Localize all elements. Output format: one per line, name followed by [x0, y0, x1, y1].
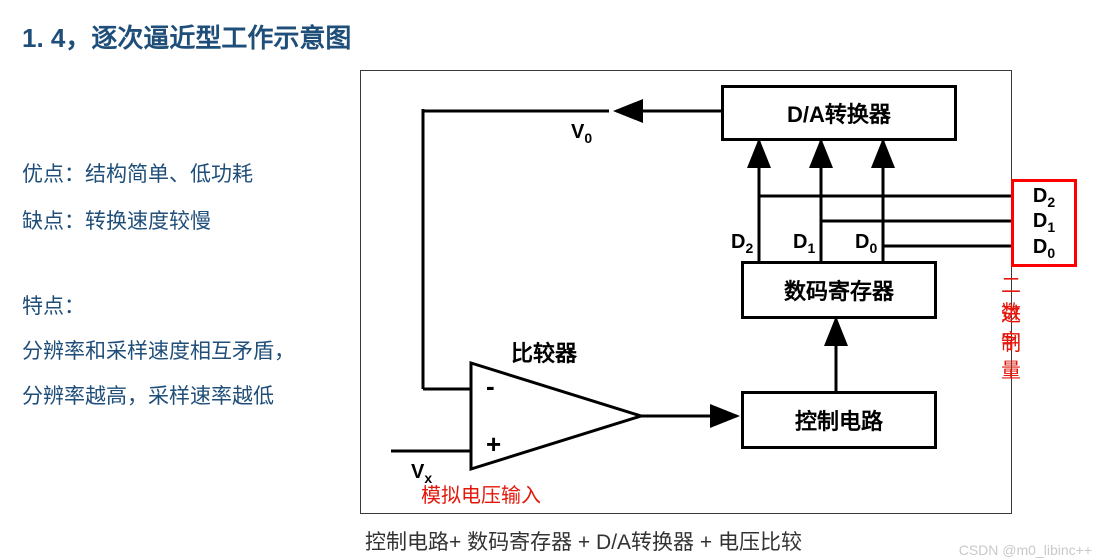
- d1-label: D1: [793, 231, 815, 256]
- analog-input-annotation: 模拟电压输入: [421, 479, 541, 508]
- feature-line1: 分辨率和采样速度相互矛盾，: [22, 335, 295, 365]
- digital-output-box: D2 D1 D0: [1011, 179, 1077, 267]
- feature-heading: 特点：: [22, 290, 85, 320]
- diagram-container: D/A转换器 数码寄存器 控制电路 D2 D1 D0: [360, 70, 1012, 514]
- d0-label: D0: [855, 231, 877, 256]
- register-block: 数码寄存器: [741, 261, 937, 319]
- diagram-caption: 控制电路+ 数码寄存器 + D/A转换器 + 电压比较: [365, 526, 802, 556]
- d2-label: D2: [731, 231, 753, 256]
- out-d0: D0: [1033, 236, 1055, 261]
- v0-label: V0: [571, 121, 592, 146]
- disadvantage-text: 缺点：转换速度较慢: [22, 205, 211, 235]
- out-d1: D1: [1033, 210, 1055, 235]
- feature-line2: 分辨率越高，采样速率越低: [22, 380, 274, 410]
- dac-block: D/A转换器: [721, 85, 957, 141]
- binary-annotation-2: 数字量: [1001, 296, 1021, 383]
- controller-block: 控制电路: [741, 391, 937, 449]
- advantage-text: 优点：结构简单、低功耗: [22, 158, 253, 188]
- out-d2: D2: [1033, 185, 1055, 210]
- watermark-text: CSDN @m0_libinc++: [959, 542, 1092, 558]
- comparator-label: 比较器: [511, 336, 577, 368]
- minus-label: -: [486, 371, 495, 402]
- page-title: 1. 4，逐次逼近型工作示意图: [22, 18, 351, 55]
- plus-label: +: [486, 429, 501, 460]
